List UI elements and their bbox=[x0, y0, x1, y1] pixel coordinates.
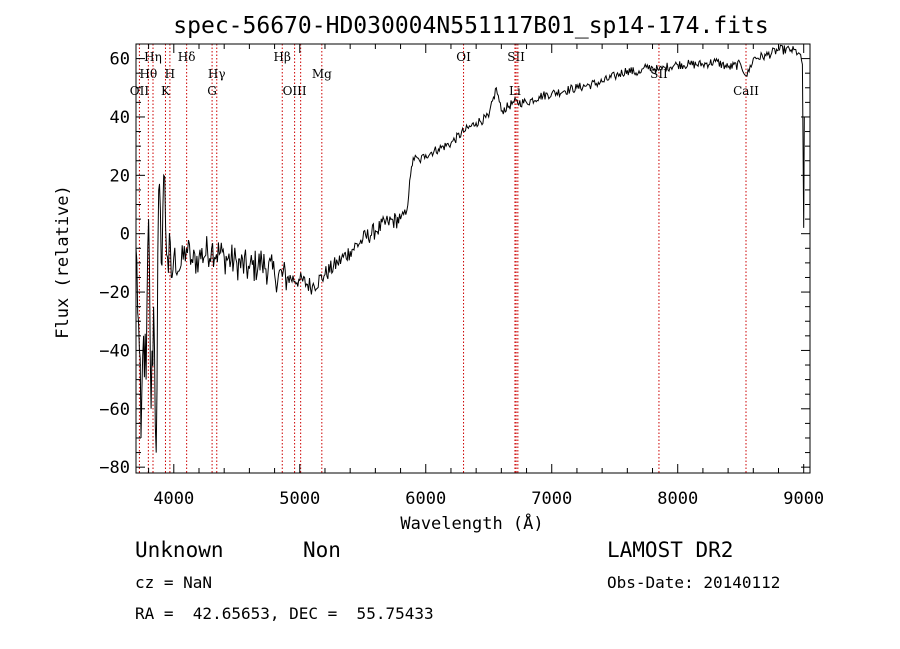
spectral-line-label: Hδ bbox=[178, 50, 196, 64]
x-axis-label: Wavelength (Å) bbox=[400, 512, 543, 534]
x-tick-label: 4000 bbox=[153, 489, 194, 509]
survey-name: LAMOST DR2 bbox=[607, 538, 734, 562]
y-tick-label: 40 bbox=[110, 108, 130, 128]
y-tick-label: 20 bbox=[110, 166, 130, 186]
plot-frame bbox=[135, 43, 811, 474]
redshift-cz: cz = NaN bbox=[135, 573, 213, 592]
spectral-line-label: Hγ bbox=[208, 67, 226, 81]
x-tick-label: 8000 bbox=[657, 489, 698, 509]
axis-ticks: 4000 5000 6000 7000 8000 9000 60 40 20 0 −20 −40 −60… bbox=[99, 44, 824, 509]
spectral-line-label: Hβ bbox=[274, 50, 291, 64]
y-tick-label: 0 bbox=[120, 225, 130, 245]
chart-title: spec-56670-HD030004N551117B01_sp14-174.f… bbox=[173, 13, 768, 39]
y-tick-label: −60 bbox=[99, 400, 130, 420]
y-axis-label: Flux (relative) bbox=[53, 185, 73, 339]
y-tick-label: −80 bbox=[99, 458, 130, 478]
x-tick-label: 6000 bbox=[405, 489, 446, 509]
spectrum-line bbox=[135, 44, 805, 453]
spectral-line-label: OII bbox=[130, 84, 150, 98]
observation-date: Obs-Date: 20140112 bbox=[607, 573, 781, 592]
x-tick-label: 5000 bbox=[279, 489, 320, 509]
spectral-line-label: Hη bbox=[144, 50, 162, 64]
spectral-line-label: Hθ bbox=[139, 67, 157, 81]
spectral-line-label: K bbox=[161, 84, 171, 98]
spectral-line-label: SII bbox=[507, 50, 525, 64]
spectral-line-label: Li bbox=[509, 84, 521, 98]
spectral-line-label: OIII bbox=[283, 84, 307, 98]
x-tick-label: 7000 bbox=[531, 489, 572, 509]
y-tick-label: −20 bbox=[99, 283, 130, 303]
y-tick-label: −40 bbox=[99, 341, 130, 361]
spectral-line-label: CaII bbox=[733, 84, 759, 98]
y-tick-label: 60 bbox=[110, 50, 130, 70]
object-subclass: Non bbox=[303, 538, 341, 562]
spectral-line-label: OI bbox=[456, 50, 471, 64]
coordinates: RA = 42.65653, DEC = 55.75433 bbox=[135, 604, 434, 623]
spectral-line-label: H bbox=[165, 67, 175, 81]
x-tick-label: 9000 bbox=[783, 489, 824, 509]
spectral-line-label: G bbox=[207, 84, 217, 98]
spectral-line-label: Mg bbox=[312, 67, 332, 81]
object-class: Unknown bbox=[135, 538, 224, 562]
